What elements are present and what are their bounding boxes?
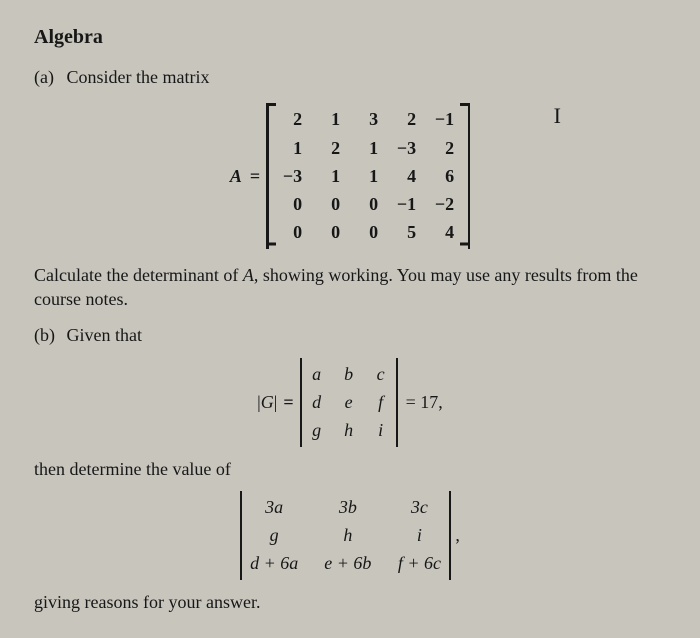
matrix-cell: e + 6b (324, 551, 371, 575)
matrix-cell: −3 (396, 136, 416, 160)
matrix-cell: h (324, 523, 371, 547)
det-rhs: = 17, (406, 390, 443, 414)
bracket-right (460, 103, 470, 248)
part-b: (b) Given that (34, 323, 666, 347)
matrix-a-equation: A = 2132−1121−32−31146000−1−200054 I (34, 103, 666, 248)
matrix-cell: 1 (358, 164, 378, 188)
matrix-cell: 0 (320, 192, 340, 216)
part-b-then: then determine the value of (34, 457, 666, 481)
matrix-cell: b (342, 362, 356, 386)
part-b-closing: giving reasons for your answer. (34, 590, 666, 614)
matrix-cell: 1 (358, 136, 378, 160)
determinant-g-equation: |G| = abc def ghi = 17, (34, 358, 666, 447)
matrix-cell: 2 (320, 136, 340, 160)
matrix-cell: 2 (434, 136, 454, 160)
matrix-cell: 1 (282, 136, 302, 160)
part-a-prose: Calculate the determinant of A, showing … (34, 263, 666, 312)
matrix-cell: −1 (434, 107, 454, 131)
abs-g: |G| (257, 390, 277, 414)
part-b-label: (b) (34, 323, 62, 347)
matrix-cell: 3a (250, 495, 298, 519)
matrix-cell: g (250, 523, 298, 547)
prose-a-1: Calculate the determinant of (34, 265, 243, 285)
matrix-cell: 1 (320, 164, 340, 188)
matrix-cell: −3 (282, 164, 302, 188)
matrix-cell: 0 (282, 192, 302, 216)
part-a-label: (a) (34, 65, 62, 89)
matrix-a-bracket: 2132−1121−32−31146000−1−200054 (266, 103, 470, 248)
matrix-cell: h (342, 418, 356, 442)
matrix-cell: d (310, 390, 324, 414)
text-cursor-icon: I (554, 101, 561, 131)
matrix-lhs: A (230, 164, 242, 188)
matrix-cell: 4 (396, 164, 416, 188)
equals-sign-2: = (283, 390, 293, 414)
matrix-cell: d + 6a (250, 551, 298, 575)
matrix-cell: 0 (282, 220, 302, 244)
determinant-2-expression: 3a 3b 3c g h i d + 6a e + 6b f + 6c , (34, 491, 666, 580)
matrix-a-grid: 2132−1121−32−31146000−1−200054 (276, 103, 460, 248)
matrix-cell: 4 (434, 220, 454, 244)
matrix-cell: c (374, 362, 388, 386)
matrix-cell: 2 (282, 107, 302, 131)
det2-bar-right (449, 491, 451, 580)
matrix-cell: f (374, 390, 388, 414)
matrix-cell: 0 (320, 220, 340, 244)
matrix-cell: e (342, 390, 356, 414)
prose-a-italic: A (243, 265, 254, 285)
equals-sign: = (250, 164, 260, 188)
det-bar-right (396, 358, 398, 447)
matrix-cell: f + 6c (397, 551, 441, 575)
matrix-cell: −1 (396, 192, 416, 216)
matrix-cell: 0 (358, 220, 378, 244)
part-b-intro: Given that (67, 325, 142, 345)
matrix-cell: a (310, 362, 324, 386)
matrix-cell: 3b (324, 495, 371, 519)
matrix-cell: i (397, 523, 441, 547)
determinant-g-grid: abc def ghi (302, 358, 396, 447)
matrix-cell: 0 (358, 192, 378, 216)
matrix-cell: g (310, 418, 324, 442)
matrix-cell: −2 (434, 192, 454, 216)
determinant-2-grid: 3a 3b 3c g h i d + 6a e + 6b f + 6c (242, 491, 449, 580)
page: Algebra (a) Consider the matrix A = 2132… (0, 0, 700, 638)
matrix-cell: i (374, 418, 388, 442)
matrix-cell: 1 (320, 107, 340, 131)
trailing-comma: , (455, 523, 460, 547)
g-symbol: G (261, 392, 274, 412)
matrix-cell: 2 (396, 107, 416, 131)
matrix-cell: 3 (358, 107, 378, 131)
matrix-cell: 5 (396, 220, 416, 244)
section-title: Algebra (34, 24, 666, 51)
matrix-cell: 3c (397, 495, 441, 519)
part-a-intro: Consider the matrix (67, 67, 210, 87)
matrix-cell: 6 (434, 164, 454, 188)
bracket-left (266, 103, 276, 248)
part-a: (a) Consider the matrix (34, 65, 666, 89)
